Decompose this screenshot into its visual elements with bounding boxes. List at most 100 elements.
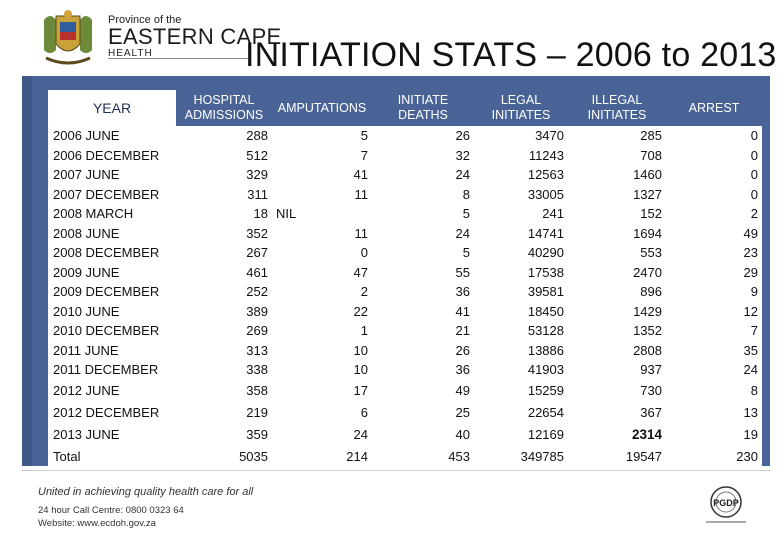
cell-illegal: 1352 [568, 321, 666, 341]
table-row: 2007 DECEMBER 311 11 8 33005 1327 0 [48, 184, 762, 204]
pgdp-logo-icon: PGDP [706, 486, 746, 523]
cell-admissions: 313 [176, 340, 272, 360]
cell-deaths: 55 [372, 262, 474, 282]
cell-year: 2007 DECEMBER [48, 184, 176, 204]
cell-deaths: 36 [372, 282, 474, 302]
cell-amputations: 17 [272, 379, 372, 402]
cell-illegal: 1694 [568, 223, 666, 243]
cell-deaths: 5 [372, 204, 474, 224]
org-department: HEALTH [108, 48, 153, 59]
cell-year: 2006 DECEMBER [48, 145, 176, 165]
table-row: 2009 JUNE 461 47 55 17538 2470 29 [48, 262, 762, 282]
cell-amputations: 24 [272, 423, 372, 446]
cell-legal: 33005 [474, 184, 568, 204]
slide-header: Province of the EASTERN CAPE HEALTH INIT… [0, 0, 780, 80]
column-header-illegal: ILLEGAL INITIATES [587, 93, 647, 122]
cell-illegal: 19547 [568, 445, 666, 468]
cell-admissions: 352 [176, 223, 272, 243]
cell-legal: 15259 [474, 379, 568, 402]
stats-table-container: YEAR HOSPITAL ADMISSIONS AMPUTATIONS INIT… [48, 90, 768, 468]
cell-year: 2009 DECEMBER [48, 282, 176, 302]
cell-amputations: 10 [272, 340, 372, 360]
cell-amputations: 7 [272, 145, 372, 165]
cell-admissions: 252 [176, 282, 272, 302]
cell-arrest: 13 [666, 401, 762, 424]
table-row: 2010 JUNE 389 22 41 18450 1429 12 [48, 301, 762, 321]
cell-amputations: 2 [272, 282, 372, 302]
organisation-name: Province of the EASTERN CAPE HEALTH [108, 14, 282, 60]
cell-year: 2008 MARCH [48, 204, 176, 224]
cell-illegal: 2808 [568, 340, 666, 360]
table-row: 2008 MARCH 18 NIL 5 241 152 2 [48, 204, 762, 224]
footer-call-centre: 24 hour Call Centre: 0800 0323 64 [38, 505, 184, 516]
table-row: 2010 DECEMBER 269 1 21 53128 1352 7 [48, 321, 762, 341]
cell-illegal: 2470 [568, 262, 666, 282]
footer-divider [22, 470, 770, 471]
column-header-arrest: ARREST [688, 100, 740, 115]
cell-arrest: 29 [666, 262, 762, 282]
cell-illegal: 1327 [568, 184, 666, 204]
cell-amputations: 1 [272, 321, 372, 341]
cell-legal: 241 [474, 204, 568, 224]
coat-of-arms-icon [44, 10, 92, 65]
cell-deaths: 453 [372, 445, 474, 468]
table-row: 2012 JUNE 358 17 49 15259 730 8 [48, 379, 762, 402]
cell-year: 2012 JUNE [48, 379, 176, 402]
cell-admissions: 358 [176, 379, 272, 402]
footer-website: Website: www.ecdoh.gov.za [38, 518, 156, 529]
cell-admissions: 5035 [176, 445, 272, 468]
cell-arrest: 8 [666, 379, 762, 402]
column-header-legal: LEGAL INITIATES [491, 93, 551, 122]
cell-legal: 14741 [474, 223, 568, 243]
cell-deaths: 25 [372, 401, 474, 424]
cell-amputations: 22 [272, 301, 372, 321]
table-row: 2006 DECEMBER 512 7 32 11243 708 0 [48, 145, 762, 165]
org-divider [108, 58, 248, 59]
cell-legal: 39581 [474, 282, 568, 302]
cell-deaths: 21 [372, 321, 474, 341]
org-province-name: EASTERN CAPE [108, 24, 282, 49]
cell-deaths: 40 [372, 423, 474, 446]
cell-year: 2010 DECEMBER [48, 321, 176, 341]
cell-deaths: 49 [372, 379, 474, 402]
cell-legal: 17538 [474, 262, 568, 282]
cell-arrest: 23 [666, 243, 762, 263]
cell-arrest: 0 [666, 145, 762, 165]
table-row: 2009 DECEMBER 252 2 36 39581 896 9 [48, 282, 762, 302]
cell-year: 2009 JUNE [48, 262, 176, 282]
cell-deaths: 5 [372, 243, 474, 263]
cell-deaths: 8 [372, 184, 474, 204]
cell-legal: 22654 [474, 401, 568, 424]
cell-legal: 13886 [474, 340, 568, 360]
cell-arrest: 12 [666, 301, 762, 321]
column-header-year: YEAR [48, 90, 176, 126]
table-row: 2007 JUNE 329 41 24 12563 1460 0 [48, 165, 762, 185]
cell-legal: 349785 [474, 445, 568, 468]
cell-amputations: 0 [272, 243, 372, 263]
cell-year: 2011 DECEMBER [48, 360, 176, 380]
table-row: 2011 JUNE 313 10 26 13886 2808 35 [48, 340, 762, 360]
cell-deaths: 26 [372, 340, 474, 360]
table-row: 2012 DECEMBER 219 6 25 22654 367 13 [48, 401, 762, 424]
cell-year: 2006 JUNE [48, 126, 176, 146]
cell-illegal: 1429 [568, 301, 666, 321]
cell-deaths: 36 [372, 360, 474, 380]
cell-arrest: 0 [666, 184, 762, 204]
cell-legal: 41903 [474, 360, 568, 380]
page-title: INITIATION STATS – 2006 to 2013 [245, 36, 777, 74]
cell-legal: 12169 [474, 423, 568, 446]
cell-amputations: 41 [272, 165, 372, 185]
cell-year: 2011 JUNE [48, 340, 176, 360]
stats-table: YEAR HOSPITAL ADMISSIONS AMPUTATIONS INIT… [48, 90, 762, 468]
cell-legal: 53128 [474, 321, 568, 341]
cell-admissions: 18 [176, 204, 272, 224]
panel-accent-band [22, 76, 32, 466]
cell-admissions: 461 [176, 262, 272, 282]
cell-year: Total [48, 445, 176, 468]
cell-amputations: 11 [272, 223, 372, 243]
cell-year: 2008 JUNE [48, 223, 176, 243]
cell-deaths: 26 [372, 126, 474, 146]
cell-admissions: 219 [176, 401, 272, 424]
pgdp-logo-text: PGDP [713, 498, 739, 508]
table-header-row: YEAR HOSPITAL ADMISSIONS AMPUTATIONS INIT… [48, 90, 762, 126]
